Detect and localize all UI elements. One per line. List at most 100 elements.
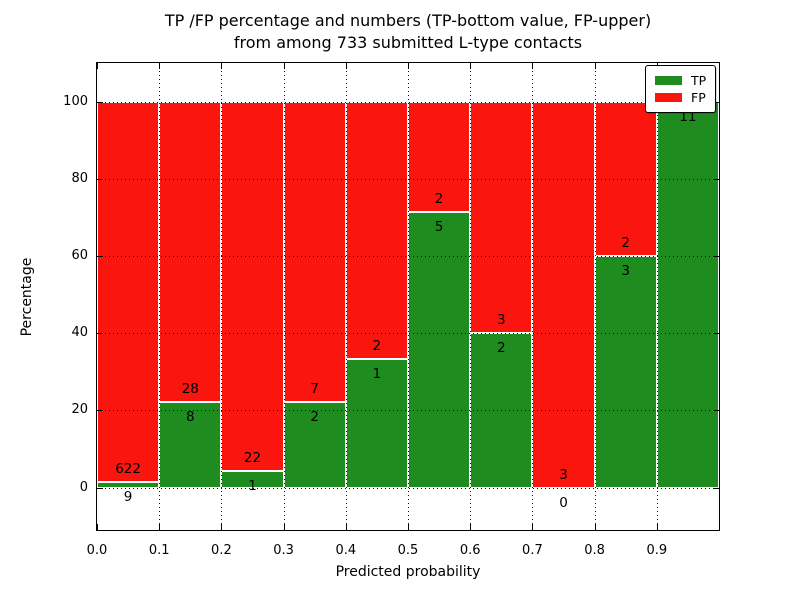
fp-count-label: 3 — [559, 466, 568, 483]
x-tick-mark — [159, 524, 160, 530]
gridline-horizontal — [97, 256, 719, 257]
fp-count-label: 22 — [243, 449, 262, 466]
y-tick-label: 0 — [79, 479, 88, 495]
bar-segment-fp — [284, 101, 346, 402]
x-tick-label: 0.4 — [335, 543, 357, 558]
x-tick-mark — [408, 524, 409, 530]
gridline-vertical — [346, 63, 347, 530]
x-tick-mark — [532, 524, 533, 530]
x-tick-mark-top — [159, 63, 160, 69]
gridline-horizontal — [97, 179, 719, 180]
y-tick-label: 40 — [71, 325, 88, 341]
y-tick-label: 80 — [71, 170, 88, 186]
legend-label: FP — [691, 90, 706, 105]
gridline-vertical — [408, 63, 409, 530]
tp-count-label: 1 — [372, 365, 382, 382]
x-tick-label: 0.6 — [459, 543, 481, 558]
bar-segment-fp — [470, 101, 532, 334]
gridline-vertical — [284, 63, 285, 530]
bar-segment-fp — [159, 101, 221, 402]
tp-count-label: 2 — [310, 408, 319, 425]
bar-segment-tp — [657, 101, 719, 488]
y-tick-mark-right — [713, 333, 719, 334]
gridline-vertical — [595, 63, 596, 530]
tp-count-label: 9 — [123, 489, 133, 506]
x-tick-mark — [221, 524, 222, 530]
chart-title-line1: TP /FP percentage and numbers (TP-bottom… — [164, 11, 652, 30]
legend-row: TP — [655, 72, 706, 89]
x-tick-mark-top — [532, 63, 533, 69]
bar-segment-fp — [346, 101, 408, 359]
x-tick-mark — [470, 524, 471, 530]
x-tick-mark — [346, 524, 347, 530]
fp-count-label: 28 — [181, 380, 199, 397]
tp-count-label: 3 — [621, 262, 630, 279]
legend: TP FP — [645, 65, 717, 113]
fp-legend-swatch — [655, 93, 682, 102]
gridline-horizontal — [97, 488, 719, 489]
gridline-horizontal — [97, 410, 719, 411]
y-tick-mark-right — [713, 410, 719, 411]
tp-count-label: 1 — [248, 477, 257, 494]
y-tick-mark — [97, 179, 103, 180]
x-tick-mark-top — [97, 63, 98, 69]
gridline-horizontal — [97, 333, 719, 334]
x-tick-label: 0.5 — [397, 543, 419, 558]
y-tick-label: 60 — [71, 247, 88, 263]
x-tick-mark-top — [221, 63, 222, 69]
tp-count-label: 0 — [559, 494, 568, 511]
y-tick-label: 100 — [63, 93, 88, 109]
x-tick-label: 0.8 — [584, 543, 605, 558]
bar-segment-fp — [221, 101, 284, 471]
x-tick-mark-top — [470, 63, 471, 69]
fp-count-label: 622 — [115, 461, 141, 478]
x-axis-label: Predicted probability — [335, 564, 481, 580]
y-tick-label: 20 — [71, 402, 88, 418]
legend-row: FP — [655, 89, 706, 106]
x-tick-mark — [657, 524, 658, 530]
bar-segment-fp — [532, 101, 595, 488]
fp-count-label: 3 — [497, 312, 506, 329]
bar-segment-tp — [97, 482, 159, 488]
fp-count-label: 2 — [372, 337, 382, 354]
gridline-vertical — [657, 63, 658, 530]
x-tick-mark-top — [595, 63, 596, 69]
gridline-horizontal — [97, 102, 719, 103]
x-tick-mark-top — [284, 63, 285, 69]
fp-count-label: 2 — [621, 234, 630, 251]
y-tick-mark — [97, 102, 103, 103]
y-tick-mark — [97, 256, 103, 257]
bar-segment-fp — [97, 101, 159, 483]
y-tick-mark-right — [713, 488, 719, 489]
tp-count-label: 8 — [186, 408, 195, 425]
plot-area: 622 9 28 8 22 1 7 2 2 1 2 5 3 2 3 0 2 3 11 — [96, 62, 720, 531]
x-tick-label: 0.2 — [211, 543, 232, 558]
bar-segment-tp — [346, 358, 408, 488]
bar-segment-tp — [284, 401, 346, 488]
x-tick-mark — [284, 524, 285, 530]
x-tick-mark — [595, 524, 596, 530]
x-tick-label: 0.0 — [86, 543, 108, 558]
x-tick-label: 0.7 — [522, 543, 543, 558]
gridline-vertical — [532, 63, 533, 530]
x-tick-label: 0.1 — [148, 543, 170, 558]
x-tick-mark-top — [346, 63, 347, 69]
x-tick-mark-top — [408, 63, 409, 69]
fp-count-label: 2 — [434, 190, 444, 207]
chart-title: TP /FP percentage and numbers (TP-bottom… — [96, 10, 720, 54]
y-tick-mark — [97, 488, 103, 489]
y-tick-mark — [97, 410, 103, 411]
x-tick-label: 0.9 — [646, 543, 668, 558]
y-tick-mark-right — [713, 256, 719, 257]
tp-legend-swatch — [655, 76, 682, 85]
tp-count-label: 2 — [497, 340, 506, 357]
y-tick-mark — [97, 333, 103, 334]
tp-count-label: 5 — [434, 218, 444, 235]
gridline-vertical — [159, 63, 160, 530]
bar-segment-tp — [408, 211, 470, 488]
y-tick-mark-right — [713, 179, 719, 180]
y-axis-label: Percentage — [19, 257, 35, 337]
chart-title-line2: from among 733 submitted L-type contacts — [233, 33, 583, 52]
bar-segment-tp — [595, 255, 657, 488]
